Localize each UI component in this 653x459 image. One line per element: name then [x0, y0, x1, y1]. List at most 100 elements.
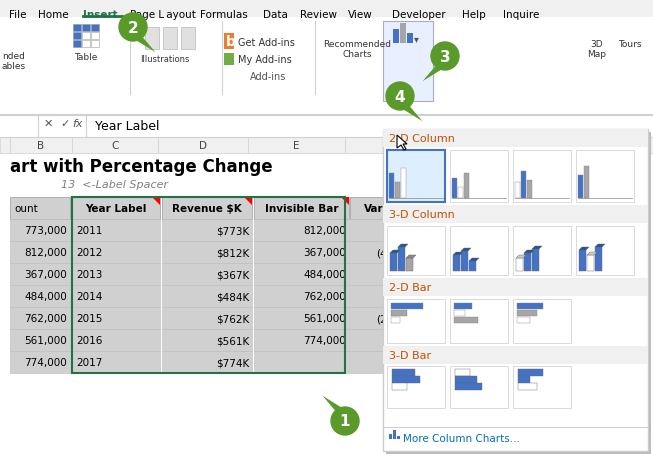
Text: 39,000: 39,000: [391, 225, 427, 235]
Bar: [10, 263, 70, 285]
Bar: [513, 226, 571, 275]
Bar: [393, 430, 396, 439]
Bar: [458, 188, 463, 199]
Bar: [578, 176, 583, 199]
Bar: [72, 351, 160, 373]
Bar: [391, 310, 407, 316]
Polygon shape: [469, 258, 479, 262]
Bar: [392, 383, 407, 390]
Text: $812K: $812K: [215, 247, 249, 257]
Text: 2-D Column: 2-D Column: [389, 134, 455, 144]
Bar: [518, 383, 537, 390]
Polygon shape: [244, 197, 252, 206]
Text: 13  <-Label Spacer: 13 <-Label Spacer: [61, 179, 168, 190]
Bar: [454, 303, 472, 309]
Bar: [0, 138, 10, 154]
Polygon shape: [397, 136, 407, 151]
Bar: [162, 308, 252, 329]
Bar: [397, 436, 400, 439]
Text: Developer: Developer: [392, 10, 445, 20]
Bar: [82, 25, 90, 32]
Bar: [72, 197, 345, 373]
Text: $561K: $561K: [215, 335, 249, 345]
Bar: [350, 219, 430, 241]
Text: 3-D Bar: 3-D Bar: [389, 350, 431, 360]
Bar: [345, 138, 440, 154]
Bar: [576, 151, 634, 202]
Bar: [145, 28, 159, 50]
Bar: [516, 258, 523, 271]
Bar: [395, 183, 400, 199]
Bar: [454, 310, 465, 316]
Bar: [254, 329, 349, 351]
Bar: [469, 262, 476, 271]
Bar: [254, 241, 349, 263]
Text: Add-ins: Add-ins: [250, 72, 286, 82]
Text: Get Add-ins: Get Add-ins: [238, 38, 295, 48]
Bar: [454, 317, 478, 323]
Bar: [513, 366, 571, 408]
Polygon shape: [398, 245, 408, 247]
Text: Year Label: Year Label: [95, 120, 159, 133]
Bar: [163, 28, 177, 50]
Text: 2013: 2013: [76, 269, 103, 280]
Bar: [10, 351, 70, 373]
Polygon shape: [341, 197, 349, 206]
Bar: [10, 329, 70, 351]
Text: 2017: 2017: [76, 357, 103, 367]
Bar: [0, 18, 653, 115]
Text: 762,000: 762,000: [24, 313, 67, 323]
Text: b: b: [226, 35, 236, 49]
Bar: [383, 346, 648, 364]
Bar: [401, 168, 406, 199]
Text: 367,000: 367,000: [24, 269, 67, 280]
Bar: [391, 303, 423, 309]
Bar: [521, 172, 526, 199]
Polygon shape: [532, 246, 542, 249]
Text: 484,000: 484,000: [24, 291, 67, 302]
Bar: [455, 369, 470, 376]
Text: Review: Review: [300, 10, 337, 20]
Text: 3: 3: [439, 50, 451, 64]
Bar: [450, 299, 508, 343]
Bar: [383, 130, 648, 451]
Text: ✓: ✓: [60, 119, 69, 129]
Bar: [91, 33, 99, 40]
Polygon shape: [453, 252, 463, 256]
Text: 278,000: 278,000: [384, 291, 427, 302]
Text: Help: Help: [462, 10, 486, 20]
Text: 774,000: 774,000: [24, 357, 67, 367]
Bar: [181, 28, 195, 50]
Bar: [398, 247, 405, 271]
Polygon shape: [587, 252, 597, 256]
Bar: [350, 197, 430, 219]
Text: 2: 2: [127, 21, 138, 35]
Text: My Add-ins: My Add-ins: [238, 55, 292, 65]
Bar: [73, 41, 81, 48]
Text: D: D: [199, 141, 207, 151]
Polygon shape: [579, 247, 589, 251]
Circle shape: [331, 407, 359, 435]
Text: $762K: $762K: [215, 313, 249, 323]
Bar: [10, 308, 70, 329]
Polygon shape: [516, 256, 526, 258]
Bar: [158, 138, 248, 154]
Bar: [72, 263, 160, 285]
Text: Year Label: Year Label: [86, 203, 147, 213]
Bar: [455, 376, 477, 383]
Text: Insert: Insert: [83, 10, 118, 20]
Text: Data: Data: [263, 10, 288, 20]
Bar: [73, 25, 81, 32]
Bar: [386, 133, 651, 454]
Bar: [406, 258, 413, 271]
Bar: [254, 219, 349, 241]
Text: 812,000: 812,000: [303, 225, 346, 235]
Text: Formulas: Formulas: [200, 10, 247, 20]
Text: 2016: 2016: [76, 335, 103, 345]
Bar: [350, 351, 430, 373]
Text: View: View: [348, 10, 373, 20]
Text: More Column Charts...: More Column Charts...: [403, 433, 520, 443]
Bar: [162, 219, 252, 241]
Polygon shape: [406, 256, 416, 258]
Bar: [162, 285, 252, 308]
